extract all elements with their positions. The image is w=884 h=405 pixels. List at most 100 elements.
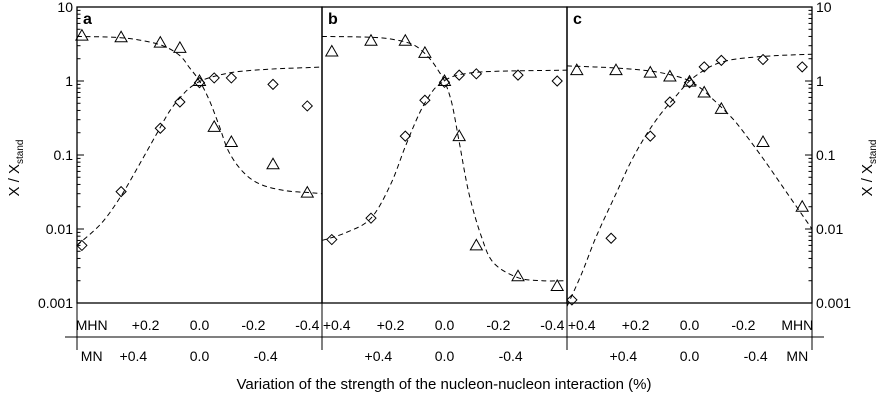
fit-line-c-1 (566, 65, 813, 230)
triangle-point (324, 44, 339, 57)
diamond-point (512, 69, 524, 81)
diamond-point (267, 78, 279, 91)
diamond-point (757, 53, 769, 66)
x-tick-label-a: MHN (76, 317, 108, 333)
panel-letter-b: b (328, 11, 338, 28)
triangle-point (511, 269, 525, 282)
diamond-point (664, 96, 676, 108)
x-secondary-tick-label-a: -0.4 (254, 348, 278, 364)
triangle-point (418, 45, 432, 58)
fit-line-c-2 (566, 53, 813, 307)
triangle-point (300, 185, 315, 198)
x-axis-title: Variation of the strength of the nucleon… (237, 376, 652, 393)
x-tick-label-a: -0.2 (241, 317, 265, 333)
x-tick-label-c: +0.2 (622, 317, 650, 333)
x-tick-label-a: -0.4 (295, 317, 319, 333)
data-points (75, 28, 810, 306)
panel-frame-c (566, 6, 813, 304)
diamond-point (551, 75, 563, 87)
x-secondary-tick-label-b: +0.4 (365, 348, 393, 364)
panel-frames (76, 6, 813, 304)
y-tick-label-right: 0.001 (816, 295, 851, 311)
diamond-point (470, 68, 483, 80)
triangle-point (452, 129, 467, 142)
fit-line-b-1 (321, 35, 568, 282)
diamond-point (453, 69, 465, 81)
y-tick-label-left: 0.01 (46, 221, 73, 237)
triangle-point (173, 40, 187, 53)
y-tick-label-right: 0.01 (816, 221, 843, 237)
triangle-point (75, 28, 89, 41)
x-tick-label-b: -0.4 (540, 317, 564, 333)
triangle-point (663, 69, 677, 82)
diamond-point (605, 232, 617, 244)
diamond-point (698, 61, 710, 73)
triangle-point (609, 63, 623, 76)
triangle-point (550, 278, 565, 291)
diamond-point (326, 233, 338, 246)
y-axis-title-left: X / Xstand (6, 140, 26, 197)
diamond-point (715, 54, 728, 67)
x-secondary-tick-label-c: 0.0 (680, 348, 700, 364)
diamond-point (438, 76, 451, 89)
panel-letter-a: a (83, 11, 92, 28)
diamond-point (193, 76, 206, 89)
x-tick-label-c: -0.2 (731, 317, 755, 333)
triangle-point (364, 33, 378, 46)
y-axis-title-right-main: X / X (859, 164, 876, 197)
x-tick-label-c: +0.4 (568, 317, 596, 333)
diamond-point (399, 130, 412, 142)
x-secondary-tick-label-a: 0.0 (190, 348, 210, 364)
x-tick-label-a: 0.0 (190, 317, 210, 333)
triangle-point (643, 65, 658, 78)
diamond-point (365, 212, 377, 224)
triangle-point (153, 35, 168, 48)
fit-line-a-1 (76, 35, 323, 195)
fit-line-b-2 (321, 69, 568, 241)
x-secondary-tick-label-b: -0.4 (499, 348, 523, 364)
diamond-point (208, 72, 220, 84)
diamond-point (115, 185, 127, 198)
fit-line-a-2 (76, 66, 323, 246)
x-secondary-tick-label-a: +0.4 (120, 348, 148, 364)
triangle-point (756, 134, 770, 147)
triangle-point (469, 238, 484, 251)
y-axis-title-right-sub: stand (868, 140, 879, 164)
axes: a MHN +0.2 0.0 -0.2 -0.4 MN +0.4 0.0 -0.4 b +0.4 +0.… (38, 0, 851, 364)
x-tick-label-b: -0.2 (486, 317, 510, 333)
x-secondary-tick-label-b: 0.0 (435, 348, 455, 364)
triangle-point (697, 85, 712, 98)
diamond-point (419, 94, 431, 106)
triangle-point (266, 157, 280, 170)
x-tick-label-a: +0.2 (132, 317, 160, 333)
triangle-point (714, 101, 729, 114)
x-tick-label-b: +0.4 (323, 317, 351, 333)
y-tick-label-left: 1 (65, 73, 73, 89)
diamond-point (796, 61, 808, 73)
triangle-point (114, 30, 128, 43)
y-tick-label-left: 0.1 (54, 147, 74, 163)
x-tick-label-c: 0.0 (680, 317, 700, 333)
diamond-point (566, 294, 578, 306)
y-axis-title-left-sub: stand (15, 140, 26, 164)
y-tick-label-left: 0.001 (38, 295, 73, 311)
panel-frame-a (76, 6, 323, 304)
diamond-point (683, 76, 696, 89)
x-tick-label-b: +0.2 (377, 317, 405, 333)
triangle-point (207, 119, 222, 132)
x-secondary-tick-label-c: -0.4 (744, 348, 768, 364)
triangle-point (569, 63, 584, 76)
x-secondary-tick-label-c: MN (786, 348, 808, 364)
diamond-point (644, 130, 657, 142)
y-axis-title-right: X / Xstand (859, 140, 879, 197)
diamond-point (301, 100, 314, 112)
diamond-point (225, 72, 238, 84)
triangle-point (224, 134, 239, 147)
diamond-point (174, 96, 186, 108)
y-tick-label-right: 10 (816, 0, 832, 15)
panel-frame-b (321, 6, 568, 304)
y-tick-label-left: 10 (57, 0, 73, 15)
panel-letter-c: c (573, 11, 582, 28)
triangle-point (398, 33, 413, 46)
